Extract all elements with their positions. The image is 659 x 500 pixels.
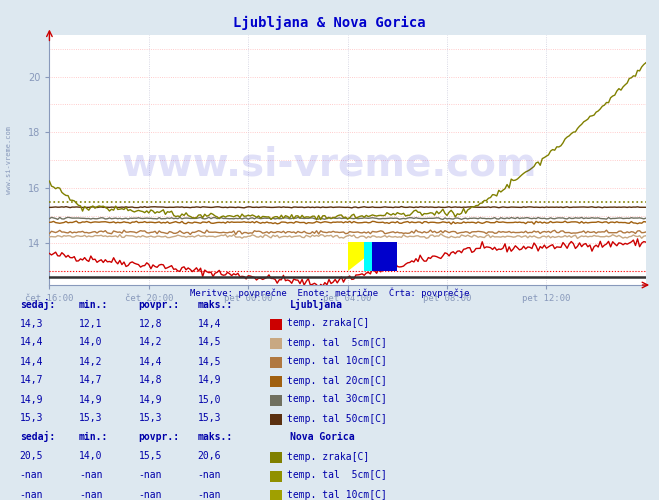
Text: 15,3: 15,3 bbox=[198, 414, 221, 424]
Text: sedaj:: sedaj: bbox=[20, 432, 55, 442]
Text: Nova Gorica: Nova Gorica bbox=[290, 432, 355, 442]
Text: 14,9: 14,9 bbox=[20, 394, 43, 404]
Text: maks.:: maks.: bbox=[198, 300, 233, 310]
Text: 14,9: 14,9 bbox=[79, 394, 103, 404]
Text: -nan: -nan bbox=[79, 490, 103, 500]
Text: -nan: -nan bbox=[198, 490, 221, 500]
Text: 14,4: 14,4 bbox=[20, 356, 43, 366]
Text: maks.:: maks.: bbox=[198, 432, 233, 442]
Text: povpr.:: povpr.: bbox=[138, 432, 179, 442]
Text: Meritve: povprečne  Enote: metrične  Črta: povprečje: Meritve: povprečne Enote: metrične Črta:… bbox=[190, 287, 469, 298]
Text: temp. zraka[C]: temp. zraka[C] bbox=[287, 452, 370, 462]
Text: 15,3: 15,3 bbox=[138, 414, 162, 424]
Text: 14,2: 14,2 bbox=[79, 356, 103, 366]
Text: -nan: -nan bbox=[20, 490, 43, 500]
Text: temp. tal 10cm[C]: temp. tal 10cm[C] bbox=[287, 356, 387, 366]
Text: temp. tal 10cm[C]: temp. tal 10cm[C] bbox=[287, 490, 387, 500]
Text: 14,8: 14,8 bbox=[138, 376, 162, 386]
Text: www.si-vreme.com: www.si-vreme.com bbox=[122, 146, 537, 184]
Text: -nan: -nan bbox=[138, 470, 162, 480]
Text: 14,5: 14,5 bbox=[198, 356, 221, 366]
Text: 20,5: 20,5 bbox=[20, 452, 43, 462]
Text: 14,3: 14,3 bbox=[20, 318, 43, 328]
Text: 20,6: 20,6 bbox=[198, 452, 221, 462]
Text: 14,7: 14,7 bbox=[20, 376, 43, 386]
Text: 12,1: 12,1 bbox=[79, 318, 103, 328]
Text: -nan: -nan bbox=[20, 470, 43, 480]
Text: -nan: -nan bbox=[198, 470, 221, 480]
Text: 15,5: 15,5 bbox=[138, 452, 162, 462]
Text: 14,4: 14,4 bbox=[20, 338, 43, 347]
Bar bbox=[372, 242, 397, 271]
Text: 14,0: 14,0 bbox=[79, 338, 103, 347]
Text: 15,3: 15,3 bbox=[20, 414, 43, 424]
Text: 12,8: 12,8 bbox=[138, 318, 162, 328]
Text: temp. tal 30cm[C]: temp. tal 30cm[C] bbox=[287, 394, 387, 404]
Text: -nan: -nan bbox=[138, 490, 162, 500]
Text: 14,2: 14,2 bbox=[138, 338, 162, 347]
Text: 14,4: 14,4 bbox=[138, 356, 162, 366]
Polygon shape bbox=[348, 242, 385, 271]
Text: 14,0: 14,0 bbox=[79, 452, 103, 462]
Text: 15,0: 15,0 bbox=[198, 394, 221, 404]
Text: Ljubljana: Ljubljana bbox=[290, 298, 343, 310]
Text: temp. tal 50cm[C]: temp. tal 50cm[C] bbox=[287, 414, 387, 424]
Bar bbox=[364, 242, 389, 271]
Text: temp. tal  5cm[C]: temp. tal 5cm[C] bbox=[287, 338, 387, 347]
Text: Ljubljana & Nova Gorica: Ljubljana & Nova Gorica bbox=[233, 16, 426, 30]
Text: temp. tal  5cm[C]: temp. tal 5cm[C] bbox=[287, 470, 387, 480]
Text: 15,3: 15,3 bbox=[79, 414, 103, 424]
Text: temp. tal 20cm[C]: temp. tal 20cm[C] bbox=[287, 376, 387, 386]
Text: povpr.:: povpr.: bbox=[138, 300, 179, 310]
Text: sedaj:: sedaj: bbox=[20, 298, 55, 310]
Text: 14,9: 14,9 bbox=[138, 394, 162, 404]
Text: temp. zraka[C]: temp. zraka[C] bbox=[287, 318, 370, 328]
Text: -nan: -nan bbox=[79, 470, 103, 480]
Text: 14,9: 14,9 bbox=[198, 376, 221, 386]
Text: 14,4: 14,4 bbox=[198, 318, 221, 328]
Text: min.:: min.: bbox=[79, 300, 109, 310]
Text: 14,7: 14,7 bbox=[79, 376, 103, 386]
Text: 14,5: 14,5 bbox=[198, 338, 221, 347]
Text: www.si-vreme.com: www.si-vreme.com bbox=[5, 126, 12, 194]
Text: min.:: min.: bbox=[79, 432, 109, 442]
